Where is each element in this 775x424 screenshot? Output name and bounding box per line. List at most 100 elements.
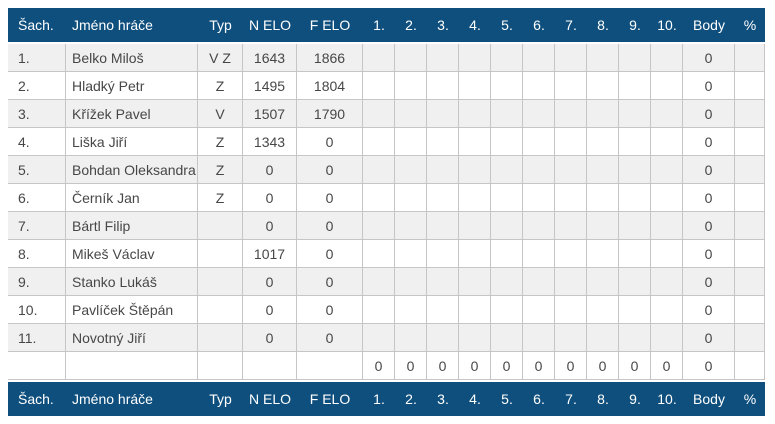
- player-row: 2. Hladký Petr Z 1495 1804 0: [8, 72, 765, 100]
- player-body-cell: 0: [683, 240, 735, 267]
- totals-round-10-cell: 0: [651, 352, 683, 379]
- player-f-elo-cell: 1790: [297, 100, 363, 127]
- player-round-9-cell: [619, 212, 651, 239]
- player-n-elo-cell: 1495: [243, 72, 297, 99]
- player-round-3-cell: [427, 184, 459, 211]
- player-round-4-cell: [459, 156, 491, 183]
- player-round-9-cell: [619, 100, 651, 127]
- player-round-3-cell: [427, 128, 459, 155]
- player-f-elo-cell: 0: [297, 240, 363, 267]
- footer-round-4-cell: 4.: [469, 391, 481, 407]
- player-player-name-cell: Liška Jiří: [66, 128, 198, 155]
- player-round-6-cell: [523, 100, 555, 127]
- player-round-7-cell: [555, 268, 587, 295]
- player-rank-cell: 4.: [8, 128, 66, 155]
- player-percent-cell: [735, 72, 765, 99]
- totals-round-4-cell: 0: [459, 352, 491, 379]
- header-round-3-cell: 3.: [437, 17, 449, 33]
- player-f-elo-cell: 1804: [297, 72, 363, 99]
- player-row: 3. Křížek Pavel V 1507 1790 0: [8, 100, 765, 128]
- player-typ-cell: Z: [198, 184, 243, 211]
- totals-body-cell: 0: [683, 352, 735, 379]
- player-round-5-cell: [491, 324, 523, 351]
- player-round-9-cell: [619, 128, 651, 155]
- player-round-2-cell: [395, 72, 427, 99]
- player-round-4-cell: [459, 44, 491, 71]
- player-typ-cell: Z: [198, 72, 243, 99]
- player-f-elo-cell: 0: [297, 212, 363, 239]
- header-round-1-cell: 1.: [373, 17, 385, 33]
- player-round-5-cell: [491, 156, 523, 183]
- player-round-3-cell: [427, 268, 459, 295]
- footer-f-elo-cell: F ELO: [309, 391, 351, 407]
- totals-round-9-cell: 0: [619, 352, 651, 379]
- player-round-6-cell: [523, 268, 555, 295]
- player-round-8-cell: [587, 240, 619, 267]
- player-n-elo-cell: 1017: [243, 240, 297, 267]
- player-percent-cell: [735, 324, 765, 351]
- player-round-3-cell: [427, 156, 459, 183]
- player-player-name-cell: Mikeš Václav: [66, 240, 198, 267]
- player-round-6-cell: [523, 212, 555, 239]
- footer-player-name-cell: Jméno hráče: [72, 391, 153, 407]
- header-round-9-cell: 9.: [629, 17, 641, 33]
- player-round-8-cell: [587, 44, 619, 71]
- player-round-7-cell: [555, 296, 587, 323]
- player-round-2-cell: [395, 100, 427, 127]
- table-footer-row: Šach. Jméno hráče Typ N ELO F ELO 1. 2. 3. 4. 5. 6…: [8, 382, 765, 416]
- player-rank-cell: 2.: [8, 72, 66, 99]
- totals-typ-cell: [198, 352, 243, 379]
- player-body-cell: 0: [683, 324, 735, 351]
- totals-n-elo-cell: [243, 352, 297, 379]
- player-round-7-cell: [555, 240, 587, 267]
- totals-f-elo-cell: [297, 352, 363, 379]
- player-round-6-cell: [523, 324, 555, 351]
- player-round-7-cell: [555, 156, 587, 183]
- body-footer-gap: [8, 380, 765, 382]
- player-percent-cell: [735, 184, 765, 211]
- player-round-4-cell: [459, 100, 491, 127]
- player-round-3-cell: [427, 72, 459, 99]
- player-f-elo-cell: 0: [297, 156, 363, 183]
- totals-round-8-cell: 0: [587, 352, 619, 379]
- player-round-1-cell: [363, 100, 395, 127]
- player-round-1-cell: [363, 72, 395, 99]
- player-round-1-cell: [363, 44, 395, 71]
- player-typ-cell: [198, 212, 243, 239]
- player-typ-cell: [198, 324, 243, 351]
- player-player-name-cell: Belko Miloš: [66, 44, 198, 71]
- player-round-2-cell: [395, 128, 427, 155]
- player-rank-cell: 3.: [8, 100, 66, 127]
- player-row: 10. Pavlíček Štěpán 0 0 0: [8, 296, 765, 324]
- player-row: 6. Černík Jan Z 0 0 0: [8, 184, 765, 212]
- player-round-5-cell: [491, 72, 523, 99]
- header-round-5-cell: 5.: [501, 17, 513, 33]
- player-percent-cell: [735, 212, 765, 239]
- player-round-3-cell: [427, 324, 459, 351]
- player-round-8-cell: [587, 184, 619, 211]
- player-rank-cell: 9.: [8, 268, 66, 295]
- player-n-elo-cell: 1507: [243, 100, 297, 127]
- totals-round-5-cell: 0: [491, 352, 523, 379]
- player-round-5-cell: [491, 128, 523, 155]
- player-round-10-cell: [651, 240, 683, 267]
- player-body-cell: 0: [683, 44, 735, 71]
- header-round-10-cell: 10.: [657, 17, 677, 33]
- player-rank-cell: 10.: [8, 296, 66, 323]
- footer-n-elo-cell: N ELO: [248, 391, 291, 407]
- player-f-elo-cell: 0: [297, 296, 363, 323]
- player-typ-cell: V: [198, 100, 243, 127]
- player-round-10-cell: [651, 156, 683, 183]
- player-round-5-cell: [491, 268, 523, 295]
- player-player-name-cell: Stanko Lukáš: [66, 268, 198, 295]
- player-percent-cell: [735, 44, 765, 71]
- player-player-name-cell: Černík Jan: [66, 184, 198, 211]
- player-round-1-cell: [363, 268, 395, 295]
- player-round-1-cell: [363, 184, 395, 211]
- player-percent-cell: [735, 128, 765, 155]
- player-player-name-cell: Křížek Pavel: [66, 100, 198, 127]
- player-n-elo-cell: 0: [243, 156, 297, 183]
- player-n-elo-cell: 0: [243, 268, 297, 295]
- totals-round-1-cell: 0: [363, 352, 395, 379]
- player-round-2-cell: [395, 296, 427, 323]
